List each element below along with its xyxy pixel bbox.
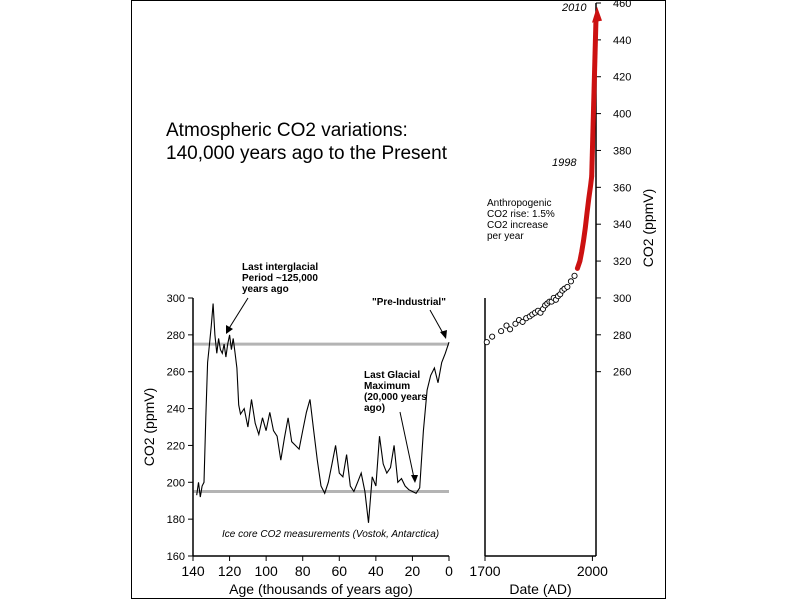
annotation-last-interglacial-line: Last interglacial (242, 262, 318, 273)
modern-ice-core-point (564, 283, 571, 290)
annotation-anthropogenic-line: per year (487, 231, 524, 242)
modern-ice-core-point (519, 318, 526, 325)
ice-core-x-tick-label: 20 (405, 563, 421, 579)
ice-core-x-tick-label: 0 (445, 563, 453, 579)
annotation-glacial-maximum-line: (20,000 years (364, 392, 427, 403)
modern-ice-core-point (483, 339, 490, 346)
arrow-last-interglacial (227, 297, 249, 331)
annotation-glacial-maximum-line: Last Glacial (364, 370, 420, 381)
modern-y-tick-label: 380 (613, 145, 631, 157)
modern-y-tick-label: 260 (613, 367, 631, 379)
ice-core-y-tick-label: 200 (167, 477, 185, 489)
modern-x-axis-label: Date (AD) (509, 581, 571, 597)
ice-core-y-axis-label: CO2 (ppmV) (141, 388, 157, 467)
modern-ice-core-point (567, 278, 574, 285)
annotation-pre-industrial: "Pre-Industrial" (372, 297, 446, 308)
modern-projection-arrowhead (592, 6, 602, 23)
ice-core-y-tick-label: 260 (167, 367, 185, 379)
modern-y-tick-label: 400 (613, 109, 631, 121)
annotation-anthropogenic-line: CO2 increase (487, 220, 549, 231)
ice-core-y-tick-label: 240 (167, 404, 185, 416)
figure-frame (131, 0, 666, 599)
modern-y-axis-label: CO2 (ppmV) (640, 189, 656, 268)
ice-core-x-tick-label: 80 (295, 563, 311, 579)
ice-core-y-tick-label: 300 (167, 293, 185, 305)
ice-core-y-tick-label: 160 (167, 551, 185, 563)
modern-ice-core-point (489, 333, 496, 340)
modern-y-tick-label: 300 (613, 293, 631, 305)
modern-instrumental-line (574, 173, 595, 271)
annotation-last-interglacial-line: years ago (242, 284, 289, 295)
modern-y-tick-label: 340 (613, 219, 631, 231)
arrow-pre-industrial (429, 309, 445, 336)
chart-title-line-1: Atmospheric CO2 variations: (166, 120, 408, 141)
arrow-glacial-maximum (399, 411, 415, 479)
ice-core-x-tick-label: 120 (218, 563, 242, 579)
modern-y-tick-label: 280 (613, 330, 631, 342)
modern-y-tick-label: 440 (613, 35, 631, 47)
ice-core-x-tick-label: 40 (368, 563, 384, 579)
modern-y-tick-label: 360 (613, 182, 631, 194)
label-year-1998: 1998 (552, 157, 577, 169)
annotation-anthropogenic-line: CO2 rise: 1.5% (487, 209, 555, 220)
modern-projection-line (589, 18, 599, 177)
annotation-last-interglacial-line: Period ~125,000 (242, 273, 318, 284)
annotation-anthropogenic: Anthropogenic CO2 rise: 1.5% CO2 increas… (487, 198, 558, 242)
annotation-ice-core-source: Ice core CO2 measurements (Vostok, Antar… (222, 529, 439, 540)
arrowhead-last-interglacial (226, 325, 233, 334)
annotation-anthropogenic-line: Anthropogenic (487, 198, 552, 209)
arrowhead-pre-industrial (440, 330, 447, 339)
ice-core-y-tick-label: 180 (167, 514, 185, 526)
ice-core-x-tick-label: 60 (331, 563, 347, 579)
modern-y-tick-label: 420 (613, 72, 631, 84)
modern-ice-core-point (512, 320, 519, 327)
arrowhead-glacial-maximum (411, 475, 418, 483)
annotation-last-interglacial: Last interglacial Period ~125,000 years … (242, 262, 321, 295)
label-year-2010: 2010 (561, 2, 587, 14)
ice-core-x-tick-label: 140 (181, 563, 205, 579)
modern-ice-core-point (571, 272, 578, 279)
ice-core-series-line (196, 303, 450, 523)
annotation-glacial-maximum-line: ago) (364, 403, 385, 414)
annotation-glacial-maximum: Last Glacial Maximum (20,000 years ago) (364, 370, 430, 414)
modern-ice-core-point (498, 328, 505, 335)
modern-x-tick-label: 1700 (469, 563, 500, 579)
ice-core-x-axis-label: Age (thousands of years ago) (229, 581, 413, 597)
modern-ice-core-point (503, 322, 510, 329)
modern-x-tick-label: 2000 (577, 563, 608, 579)
ice-core-y-tick-label: 280 (167, 330, 185, 342)
annotation-glacial-maximum-line: Maximum (364, 381, 410, 392)
modern-y-tick-label: 320 (613, 256, 631, 268)
modern-ice-core-point (507, 326, 514, 333)
chart-title-line-2: 140,000 years ago to the Present (166, 143, 448, 164)
ice-core-y-tick-label: 220 (167, 440, 185, 452)
modern-y-tick-label: 460 (613, 0, 631, 10)
ice-core-x-tick-label: 100 (254, 563, 278, 579)
